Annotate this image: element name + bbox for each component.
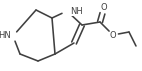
Text: NH: NH	[70, 7, 83, 16]
Text: HN: HN	[0, 32, 11, 40]
Text: O: O	[110, 31, 116, 39]
Text: O: O	[101, 3, 107, 12]
